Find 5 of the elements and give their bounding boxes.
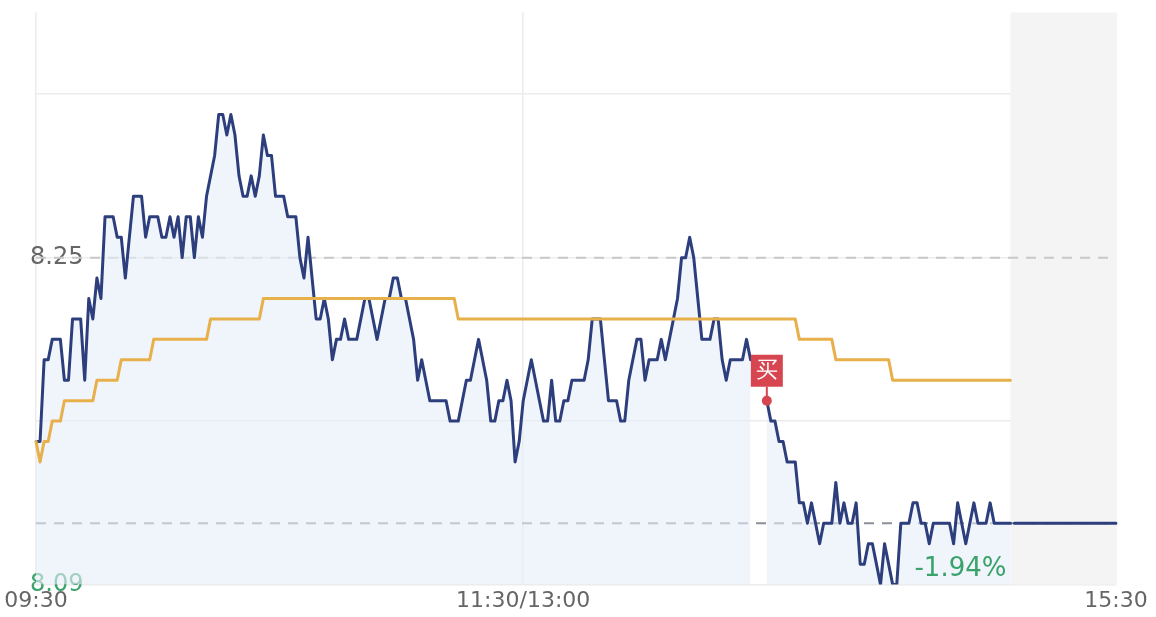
annotation: -1.94% [914,552,1007,583]
y-tick-label: 8.25 [30,241,84,270]
x-tick-label: 11:30/13:00 [456,586,591,612]
x-tick-label: 15:30 [1084,586,1148,612]
data-label: 买 [755,357,778,383]
